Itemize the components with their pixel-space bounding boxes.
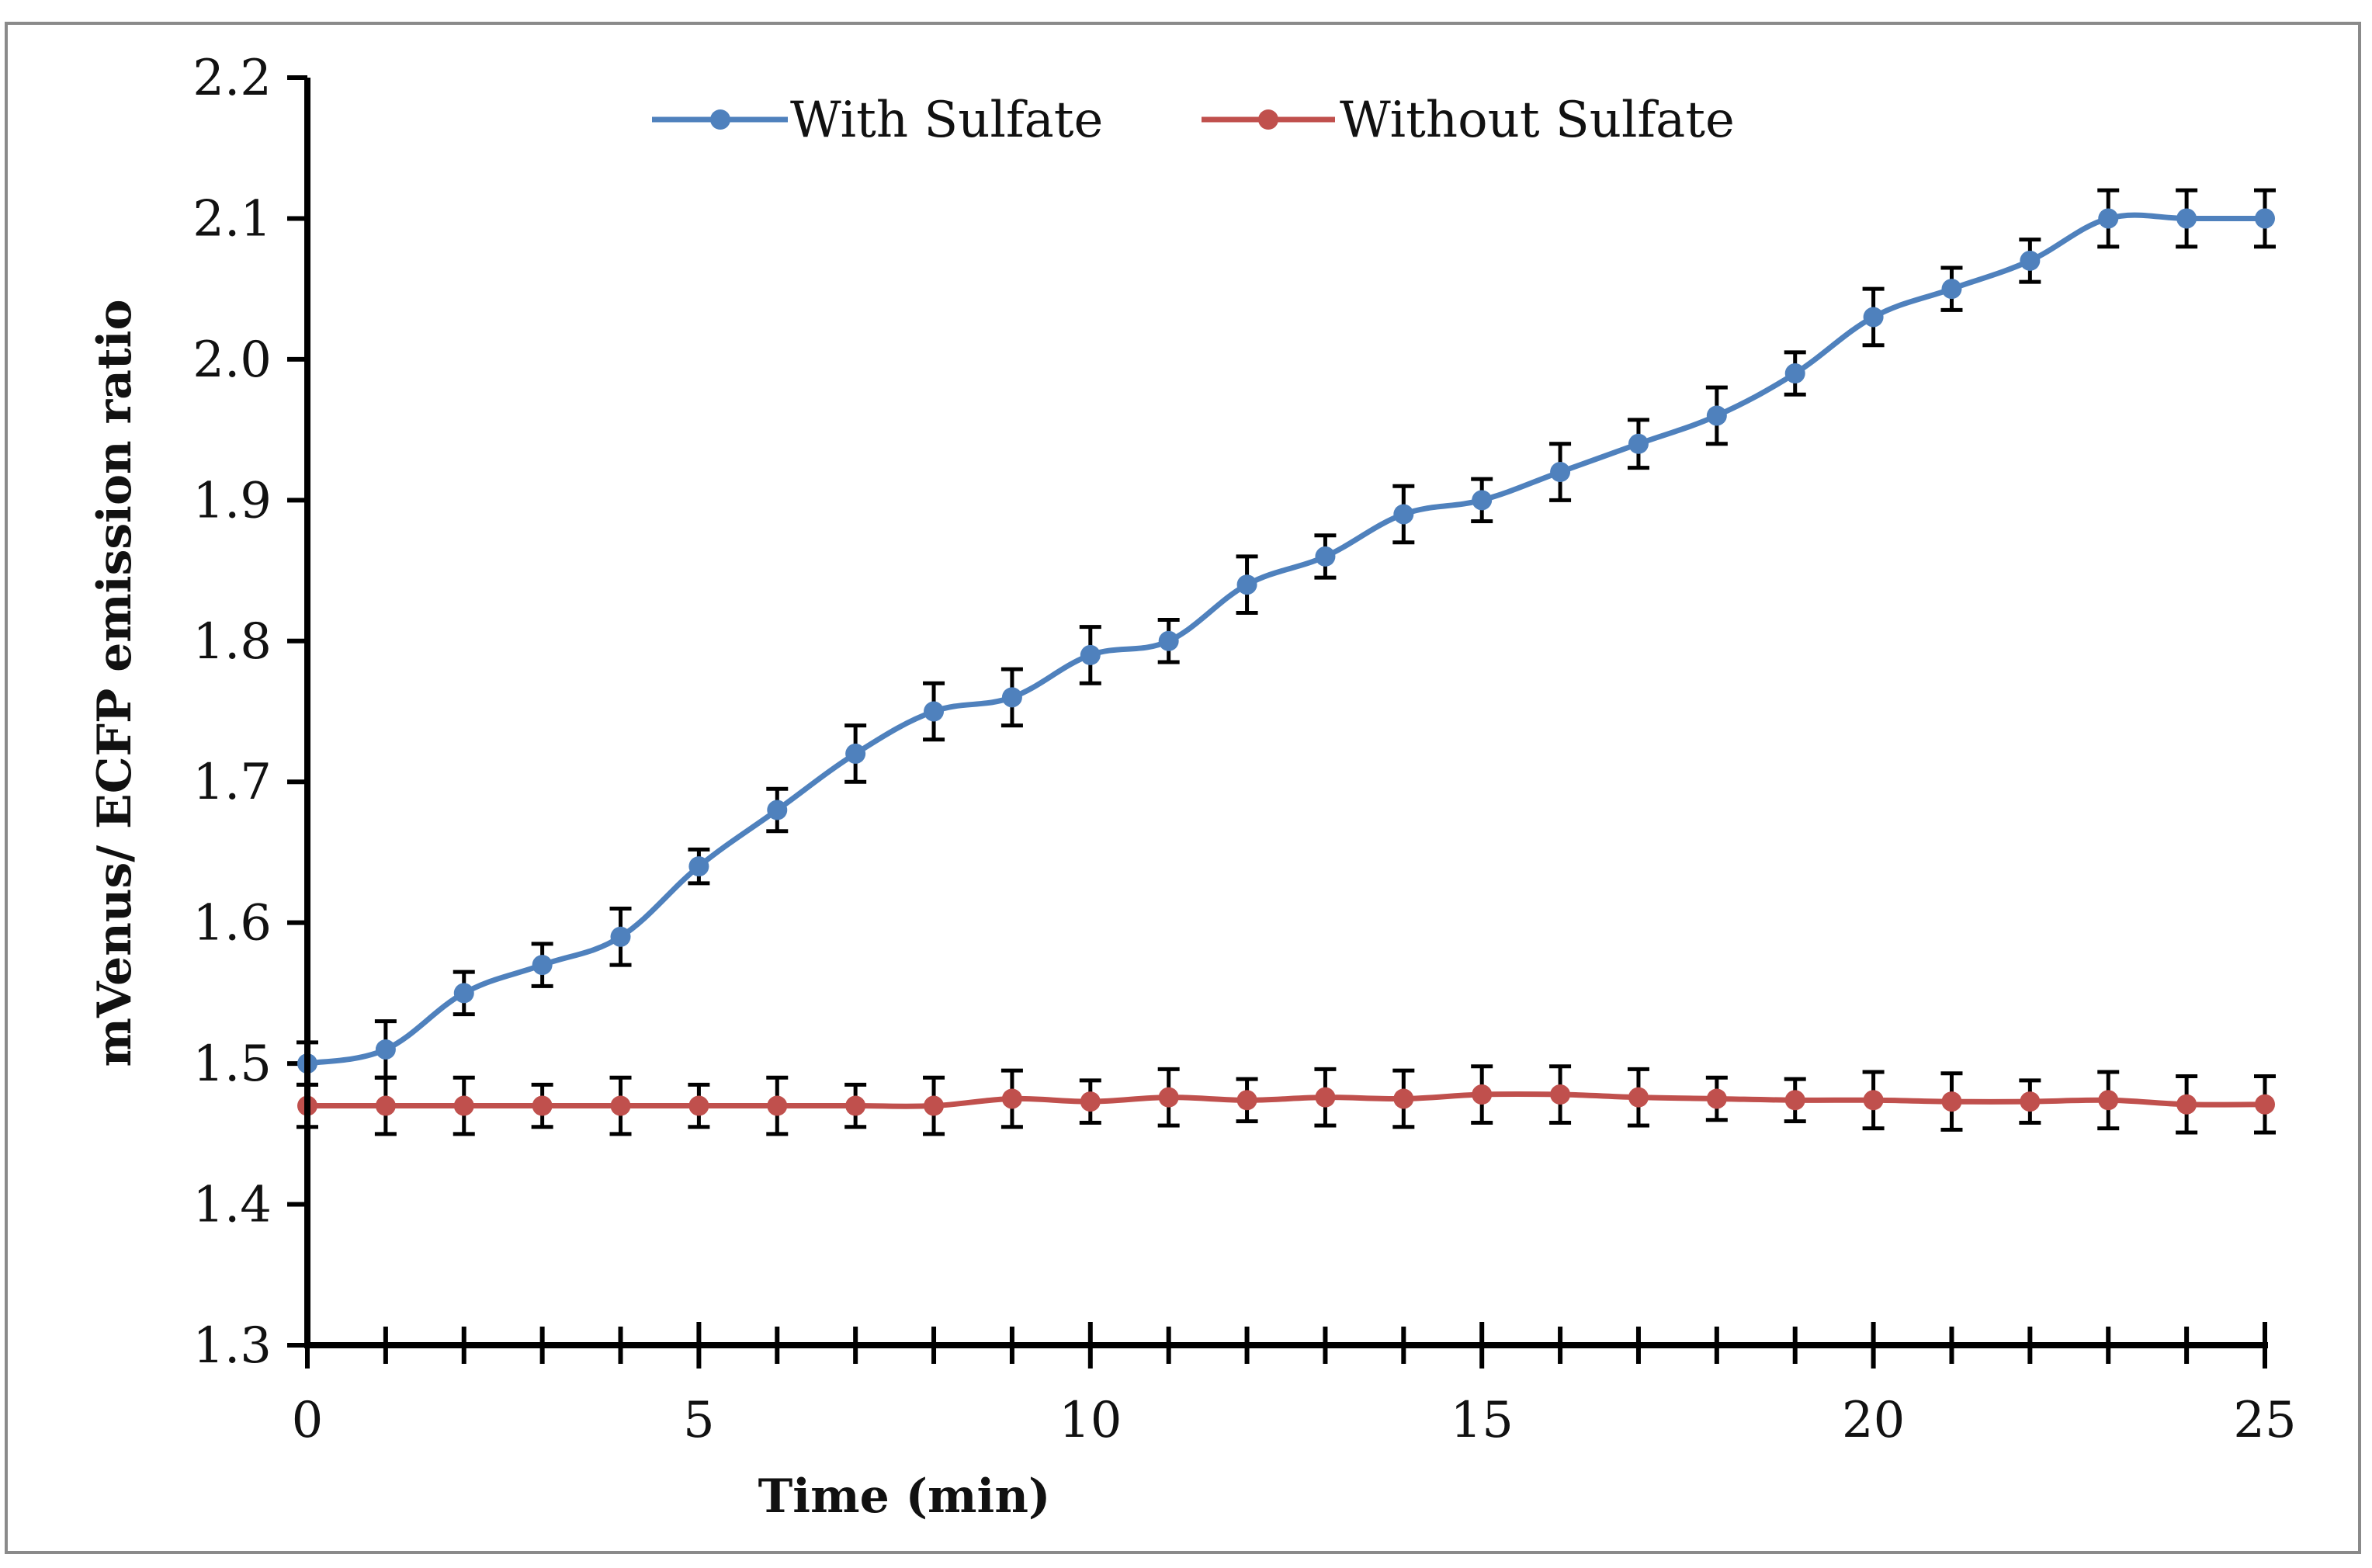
y-tick-label: 1.3 (192, 1317, 272, 1375)
legend-item-without-sulfate: Without Sulfate (1202, 92, 1735, 149)
data-point-without-sulfate (375, 1095, 396, 1116)
series-layer (296, 188, 2276, 1136)
y-tick-label: 2.1 (192, 190, 272, 248)
data-point-with-sulfate (1550, 462, 1571, 483)
data-point-with-sulfate (1706, 405, 1727, 426)
data-point-with-sulfate (453, 983, 474, 1004)
y-tick-label: 1.8 (192, 613, 272, 671)
x-tick-label: 10 (1059, 1392, 1122, 1449)
data-point-with-sulfate (1080, 644, 1101, 665)
data-point-without-sulfate (1315, 1087, 1336, 1108)
y-tick-label: 2.0 (192, 331, 272, 389)
data-point-without-sulfate (1628, 1087, 1649, 1108)
chart-border (5, 22, 2361, 1554)
x-tick-label: 15 (1450, 1392, 1513, 1449)
x-tick-label: 25 (2233, 1392, 2296, 1449)
y-tick-label: 2.2 (192, 50, 272, 107)
data-point-with-sulfate (1001, 687, 1022, 708)
y-tick-label: 1.6 (192, 895, 272, 952)
series-with-sulfate (296, 188, 2276, 1087)
data-point-without-sulfate (1393, 1088, 1414, 1109)
series-without-sulfate (296, 1064, 2276, 1136)
data-point-with-sulfate (1941, 279, 1962, 300)
data-point-without-sulfate (1158, 1087, 1179, 1108)
data-point-with-sulfate (1393, 504, 1414, 525)
data-point-with-sulfate (375, 1039, 396, 1060)
data-point-with-sulfate (2098, 208, 2119, 229)
x-tick-label: 20 (1842, 1392, 1905, 1449)
data-point-without-sulfate (2255, 1094, 2275, 1115)
data-point-without-sulfate (845, 1095, 866, 1116)
data-point-without-sulfate (2020, 1091, 2041, 1112)
data-point-without-sulfate (1941, 1091, 1962, 1112)
data-point-without-sulfate (532, 1095, 553, 1116)
data-point-without-sulfate (1001, 1088, 1022, 1109)
data-point-with-sulfate (1315, 546, 1336, 567)
data-point-with-sulfate (767, 800, 788, 820)
y-axis-ticks: 1.3 1.4 1.5 1.6 1.7 1.8 1.9 2.0 2.1 2.2 (192, 50, 307, 1375)
data-point-without-sulfate (688, 1095, 709, 1116)
data-point-with-sulfate (1863, 307, 1884, 328)
data-point-with-sulfate (532, 955, 553, 976)
data-point-without-sulfate (924, 1095, 945, 1116)
data-point-with-sulfate (2020, 250, 2041, 271)
legend-swatch-marker-with-sulfate (710, 109, 730, 130)
data-point-with-sulfate (1784, 363, 1805, 384)
data-point-with-sulfate (1472, 490, 1493, 511)
data-point-without-sulfate (1784, 1090, 1805, 1111)
y-axis-title: mVenus/ ECFP emission ratio (88, 300, 142, 1067)
data-point-without-sulfate (1550, 1084, 1571, 1105)
data-point-without-sulfate (2098, 1090, 2119, 1111)
y-tick-label: 1.7 (192, 754, 272, 811)
data-point-with-sulfate (1158, 630, 1179, 651)
data-point-without-sulfate (1080, 1091, 1101, 1112)
data-point-without-sulfate (767, 1095, 788, 1116)
x-tick-label: 5 (683, 1392, 715, 1449)
legend-swatch-marker-without-sulfate (1258, 109, 1278, 130)
x-tick-label: 0 (292, 1392, 324, 1449)
data-point-without-sulfate (1706, 1088, 1727, 1109)
data-point-with-sulfate (1628, 433, 1649, 454)
data-point-without-sulfate (1472, 1084, 1493, 1105)
data-point-with-sulfate (1236, 574, 1257, 595)
data-point-with-sulfate (924, 701, 945, 722)
legend: With Sulfate Without Sulfate (652, 92, 1735, 149)
data-point-with-sulfate (688, 856, 709, 877)
x-axis-title: Time (min) (758, 1469, 1051, 1524)
data-point-without-sulfate (2176, 1094, 2197, 1115)
legend-label-with-sulfate: With Sulfate (790, 92, 1103, 149)
data-point-without-sulfate (453, 1095, 474, 1116)
data-point-with-sulfate (610, 926, 631, 947)
y-tick-label: 1.5 (192, 1036, 272, 1093)
data-point-without-sulfate (1236, 1090, 1257, 1111)
data-point-without-sulfate (1863, 1090, 1884, 1111)
y-tick-label: 1.4 (192, 1177, 272, 1234)
data-point-with-sulfate (845, 743, 866, 764)
legend-label-without-sulfate: Without Sulfate (1340, 92, 1735, 149)
data-point-with-sulfate (2176, 208, 2197, 229)
y-tick-label: 1.9 (192, 472, 272, 529)
data-point-with-sulfate (2255, 208, 2275, 229)
legend-item-with-sulfate: With Sulfate (652, 92, 1103, 149)
data-point-without-sulfate (610, 1095, 631, 1116)
